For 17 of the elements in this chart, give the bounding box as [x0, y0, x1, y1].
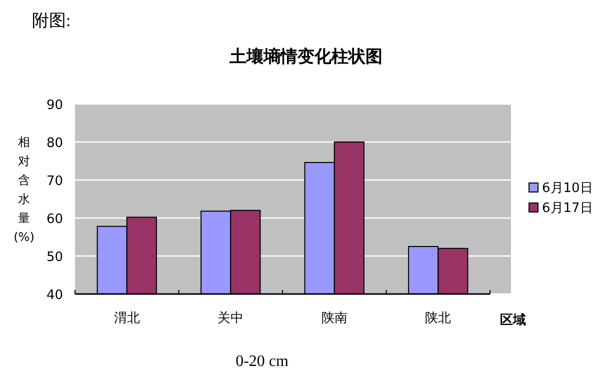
y-tick-label: 50: [46, 250, 63, 265]
legend-label: 6月10日: [542, 181, 593, 196]
chart-title: 土壤墒情变化柱状图: [228, 47, 382, 67]
x-tick-label: 渭北: [114, 311, 140, 326]
y-tick-label: 70: [46, 174, 63, 189]
y-tick-label: 80: [46, 136, 63, 151]
x-tick-label: 关中: [218, 311, 244, 326]
text: 0-20 cm: [236, 353, 289, 370]
y-tick-label: 60: [46, 212, 63, 227]
y-axis-title: 相对含水量(%): [14, 135, 34, 244]
x-tick-label: 陕北: [425, 311, 452, 326]
x-tick-label: 陕南: [321, 311, 348, 326]
legend-label: 6月17日: [542, 201, 593, 216]
y-tick-label: 90: [46, 98, 63, 113]
x-axis-title: 区域: [500, 313, 526, 328]
text: 附图:: [32, 11, 71, 30]
y-tick-label: 40: [46, 288, 63, 303]
